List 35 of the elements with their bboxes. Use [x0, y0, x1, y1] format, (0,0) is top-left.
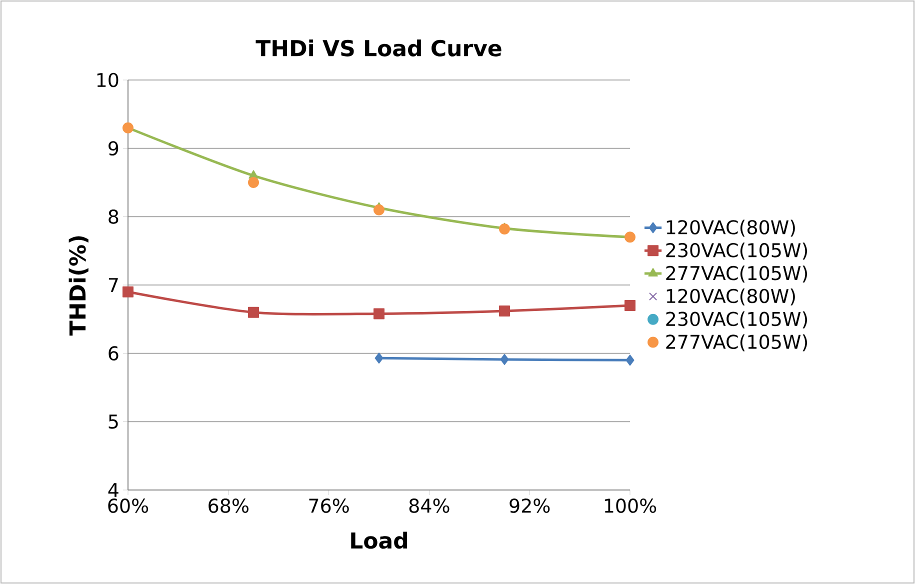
point — [499, 305, 510, 316]
point — [374, 352, 384, 364]
legend-label: 230VAC(105W) — [666, 242, 808, 260]
legend-label: 230VAC(105W) — [666, 311, 808, 328]
x-axis-title: Load — [351, 532, 408, 549]
x-tick-label: 68% — [208, 498, 248, 513]
y-tick-label: 10 — [97, 72, 118, 88]
x-tick-label: 76% — [309, 498, 349, 513]
legend-label: 120VAC(80W) — [666, 288, 795, 306]
y-axis-title: THDi(%) — [68, 236, 88, 336]
y-tick-label: 7 — [108, 278, 118, 292]
y-tick-label: 6 — [108, 346, 118, 361]
x-tick-label: 60% — [108, 498, 148, 513]
y-tick-label: 9 — [108, 141, 118, 156]
y-tick-label: 5 — [108, 414, 118, 429]
x-tick-label: 100% — [604, 498, 656, 513]
point — [626, 354, 634, 366]
point — [500, 354, 509, 365]
x-tick-label: 84% — [409, 498, 450, 513]
x-tick-label: 92% — [510, 498, 550, 513]
legend-label: 277VAC(105W) — [666, 266, 808, 283]
point — [374, 204, 384, 216]
point — [248, 177, 259, 188]
point — [499, 223, 510, 234]
point — [122, 286, 134, 298]
legend-label: 120VAC(80W) — [666, 220, 795, 237]
chart-title: THDi VS Load Curve — [256, 39, 502, 56]
point — [122, 122, 134, 134]
y-tick-label: 8 — [108, 209, 118, 224]
point — [374, 308, 384, 320]
point — [624, 232, 636, 243]
point — [624, 300, 636, 312]
point — [248, 306, 259, 318]
y-tick-label: 4 — [108, 483, 118, 497]
legend-label: 277VAC(105W) — [666, 334, 808, 352]
